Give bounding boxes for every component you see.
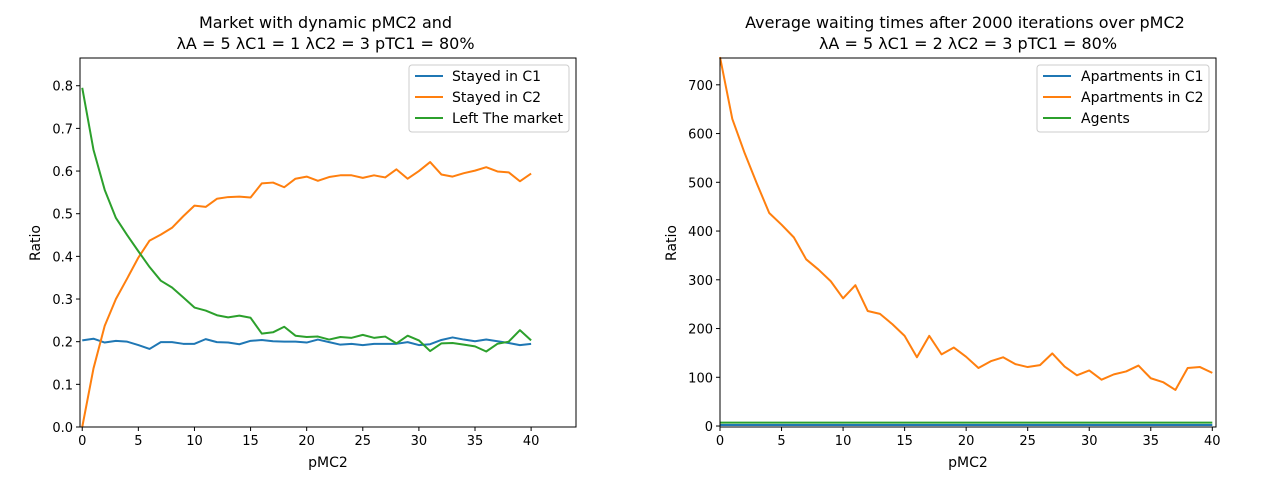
x-tick-label: 30 xyxy=(1081,434,1098,449)
x-tick-label: 0 xyxy=(716,434,724,449)
x-tick-label: 5 xyxy=(777,434,785,449)
chart-right-title-line2: λA = 5 λC1 = 2 λC2 = 3 pTC1 = 80% xyxy=(819,34,1117,53)
x-tick-label: 15 xyxy=(896,434,913,449)
chart-right-legend: Apartments in C1 Apartments in C2 Agents xyxy=(1036,64,1210,133)
x-tick-label: 40 xyxy=(523,434,540,449)
series-line-2 xyxy=(719,56,1213,391)
legend-label-stayed-c1: Stayed in C1 xyxy=(452,69,541,85)
chart-right-y-axis-label: Ratio xyxy=(664,225,680,261)
chart-right: Average waiting times after 2000 iterati… xyxy=(664,13,1221,471)
legend-frame xyxy=(1036,64,1210,133)
x-tick-label: 20 xyxy=(958,434,975,449)
x-tick-label: 25 xyxy=(1019,434,1036,449)
chart-right-plot-frame xyxy=(719,57,1217,428)
x-tick-label: 10 xyxy=(835,434,852,449)
x-tick-label: 15 xyxy=(242,434,259,449)
x-tick-label: 35 xyxy=(467,434,484,449)
series-line-1 xyxy=(82,336,532,350)
y-tick-label: 0.8 xyxy=(52,80,73,95)
x-tick-label: 30 xyxy=(411,434,428,449)
y-tick-label: 0.6 xyxy=(52,165,73,180)
x-tick-label: 5 xyxy=(134,434,142,449)
y-tick-label: 0.4 xyxy=(52,250,73,265)
y-tick-label: 300 xyxy=(688,274,713,289)
chart-left-y-axis-label: Ratio xyxy=(28,225,44,261)
legend-label-apartments-c1: Apartments in C1 xyxy=(1081,69,1204,85)
legend-label-agents: Agents xyxy=(1081,111,1130,127)
y-tick-label: 0.1 xyxy=(52,378,73,393)
y-tick-label: 0.2 xyxy=(52,336,73,351)
y-tick-label: 0.3 xyxy=(52,293,73,308)
series-line-3 xyxy=(81,87,532,353)
chart-right-title-line1: Average waiting times after 2000 iterati… xyxy=(745,13,1185,32)
x-tick-label: 0 xyxy=(78,434,86,449)
y-tick-label: 100 xyxy=(688,371,713,386)
legend-label-apartments-c2: Apartments in C2 xyxy=(1081,90,1204,106)
y-tick-label: 500 xyxy=(688,176,713,191)
x-tick-label: 20 xyxy=(298,434,315,449)
chart-right-x-axis-label: pMC2 xyxy=(948,455,988,471)
chart-left-series xyxy=(81,87,532,428)
x-tick-label: 35 xyxy=(1142,434,1159,449)
y-tick-label: 200 xyxy=(688,323,713,338)
y-tick-label: 0 xyxy=(705,420,713,435)
chart-left: Market with dynamic pMC2 and λA = 5 λC1 … xyxy=(28,13,577,471)
y-tick-label: 400 xyxy=(688,225,713,240)
x-tick-label: 40 xyxy=(1204,434,1221,449)
y-tick-label: 0.0 xyxy=(52,421,73,436)
y-tick-label: 0.7 xyxy=(52,122,73,137)
chart-left-axes: 0 5 10 15 20 25 30 35 40 0.0 0.1 0.2 0.3 0.4 0.5 0.6 0.7… xyxy=(52,80,539,449)
legend-label-stayed-c2: Stayed in C2 xyxy=(452,90,541,106)
chart-right-series xyxy=(719,56,1213,427)
chart-left-legend: Stayed in C1 Stayed in C2 Left The marke… xyxy=(408,64,570,133)
legend-label-left-market: Left The market xyxy=(452,111,563,127)
x-tick-label: 10 xyxy=(186,434,203,449)
series-line-2 xyxy=(81,161,532,428)
x-tick-label: 25 xyxy=(355,434,372,449)
chart-left-title-line1: Market with dynamic pMC2 and xyxy=(199,13,452,32)
chart-left-title-line2: λA = 5 λC1 = 1 λC2 = 3 pTC1 = 80% xyxy=(176,34,474,53)
y-tick-label: 600 xyxy=(688,128,713,143)
chart-left-plot-frame xyxy=(79,57,577,428)
chart-left-x-axis-label: pMC2 xyxy=(308,455,348,471)
legend-frame xyxy=(408,64,570,133)
y-tick-label: 0.5 xyxy=(52,208,73,223)
y-tick-label: 700 xyxy=(688,79,713,94)
